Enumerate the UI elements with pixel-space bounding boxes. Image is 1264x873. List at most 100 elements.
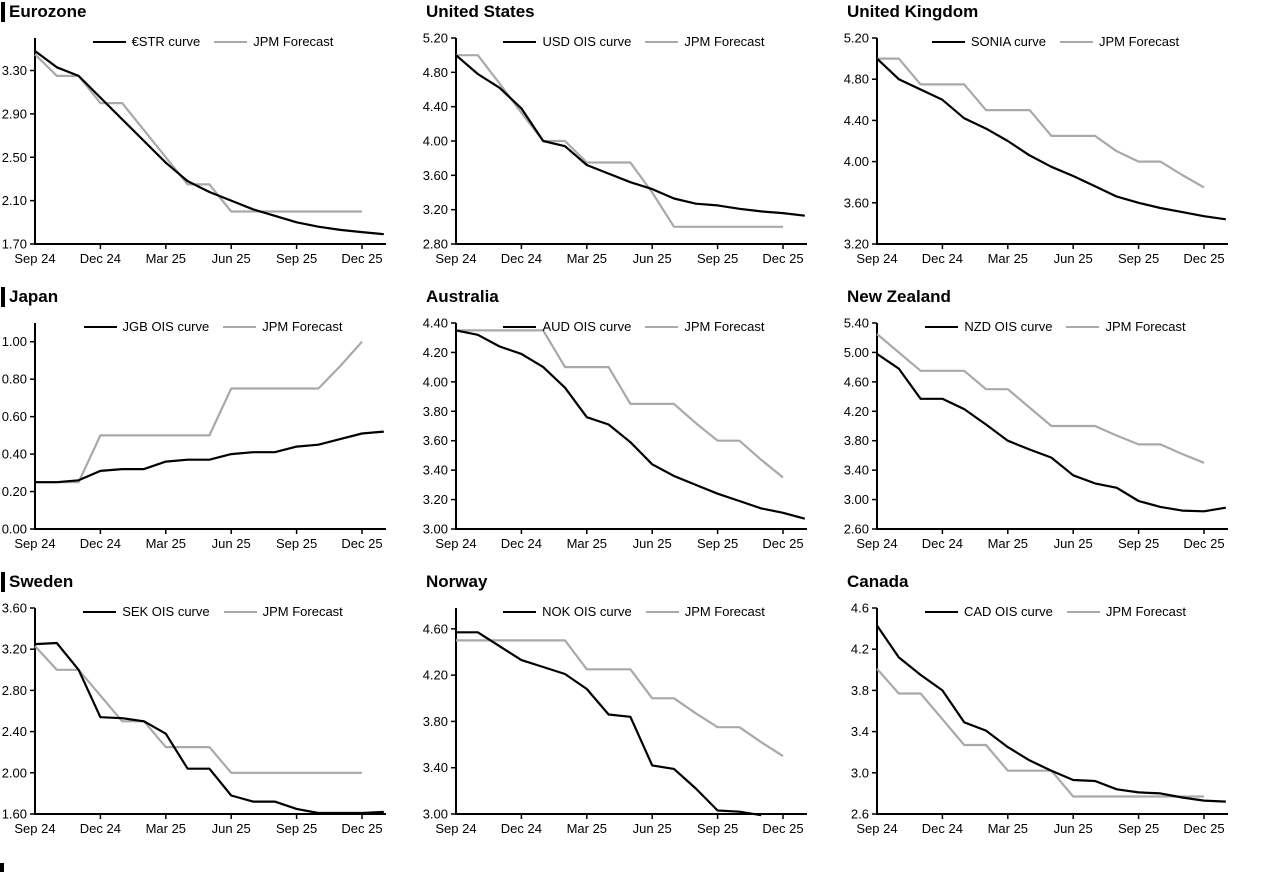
x-tick-label: Sep 25 bbox=[276, 536, 317, 551]
series-line bbox=[876, 333, 1205, 464]
y-tick-label: 5.40 bbox=[844, 316, 869, 331]
x-tick-label: Dec 25 bbox=[1183, 536, 1224, 551]
y-tick-label: 3.60 bbox=[844, 195, 869, 210]
x-tick-label: Dec 24 bbox=[922, 251, 963, 266]
y-tick-label: 2.60 bbox=[844, 522, 869, 537]
plot-wrap: NZD OIS curve JPM Forecast 5.40 5.00 4.60 4.… bbox=[842, 311, 1264, 559]
y-tick-label: 3.4 bbox=[851, 724, 869, 739]
chart-title: Sweden bbox=[9, 572, 74, 591]
series-line bbox=[35, 430, 384, 484]
x-tick-label: Jun 25 bbox=[633, 536, 672, 551]
y-tick-label: 2.50 bbox=[2, 150, 27, 165]
y-tick-label: 3.20 bbox=[2, 642, 27, 657]
x-tick-label: Dec 24 bbox=[501, 251, 542, 266]
section-bar bbox=[1, 2, 5, 22]
x-tick-label: Dec 24 bbox=[922, 536, 963, 551]
y-tick-label: 2.80 bbox=[423, 237, 448, 252]
series-line bbox=[34, 641, 384, 815]
plot-wrap: AUD OIS curve JPM Forecast 4.40 4.20 4.00 3.… bbox=[421, 311, 842, 559]
y-tick-label: 4.00 bbox=[423, 374, 448, 389]
y-tick-label: 0.80 bbox=[2, 372, 27, 387]
x-tick-label: Dec 25 bbox=[1183, 821, 1224, 836]
x-tick-label: Dec 24 bbox=[80, 536, 121, 551]
y-tick-label: 1.00 bbox=[2, 334, 27, 349]
chart-title: New Zealand bbox=[847, 287, 951, 306]
section-bar bbox=[1, 572, 5, 592]
x-tick-label: Mar 25 bbox=[567, 251, 607, 266]
chart-title: Canada bbox=[847, 572, 909, 591]
x-tick-label: Sep 24 bbox=[856, 251, 897, 266]
x-tick-label: Sep 24 bbox=[435, 821, 476, 836]
series-line bbox=[876, 57, 1226, 221]
y-tick-label: 5.20 bbox=[423, 31, 448, 46]
x-tick-label: Sep 25 bbox=[276, 821, 317, 836]
y-tick-label: 2.40 bbox=[2, 724, 27, 739]
y-tick-label: 2.00 bbox=[2, 765, 27, 780]
y-tick-label: 3.20 bbox=[423, 202, 448, 217]
y-tick-label: 1.60 bbox=[2, 807, 27, 822]
y-tick-label: 4.00 bbox=[844, 154, 869, 169]
y-tick-label: 2.90 bbox=[2, 106, 27, 121]
y-tick-label: 3.20 bbox=[423, 492, 448, 507]
x-tick-label: Jun 25 bbox=[212, 251, 251, 266]
series-line bbox=[456, 631, 762, 817]
plot-wrap: USD OIS curve JPM Forecast 5.20 4.80 4.40 4.… bbox=[421, 26, 842, 274]
y-tick-label: 0.20 bbox=[2, 484, 27, 499]
plot-wrap: SONIA curve JPM Forecast 5.20 4.80 4.40 4.00… bbox=[842, 26, 1264, 274]
plot-wrap: JGB OIS curve JPM Forecast 1.00 0.80 0.60 0.… bbox=[0, 311, 421, 559]
y-tick-label: 4.80 bbox=[844, 72, 869, 87]
y-tick-label: 4.6 bbox=[851, 601, 869, 616]
x-tick-label: Sep 25 bbox=[1118, 536, 1159, 551]
next-section-bar bbox=[0, 863, 4, 872]
chart-panel-canada: Canada CAD OIS curve JPM Forecast 4.6 4.2 3… bbox=[842, 570, 1264, 870]
y-tick-label: 3.20 bbox=[844, 237, 869, 252]
y-tick-label: 2.80 bbox=[2, 683, 27, 698]
plot-wrap: SEK OIS curve JPM Forecast 3.60 3.20 2.80 2.… bbox=[0, 596, 421, 854]
plot-wrap: CAD OIS curve JPM Forecast 4.6 4.2 3.8 3.4 3.… bbox=[842, 596, 1264, 854]
y-tick-label: 3.00 bbox=[844, 492, 869, 507]
chart-title: United States bbox=[426, 2, 535, 21]
x-tick-label: Dec 25 bbox=[341, 251, 382, 266]
title-row: Canada bbox=[842, 570, 1264, 594]
series-line bbox=[35, 340, 363, 484]
title-row: Sweden bbox=[0, 570, 421, 594]
x-tick-label: Sep 25 bbox=[1118, 251, 1159, 266]
plot-wrap: €STR curve JPM Forecast 3.30 2.90 2.50 2.10 1… bbox=[0, 26, 421, 274]
x-tick-label: Dec 25 bbox=[762, 251, 803, 266]
x-tick-label: Dec 24 bbox=[501, 821, 542, 836]
series-line bbox=[34, 50, 384, 236]
y-tick-label: 3.60 bbox=[423, 433, 448, 448]
y-tick-label: 4.60 bbox=[423, 621, 448, 636]
x-tick-label: Dec 25 bbox=[762, 536, 803, 551]
y-tick-label: 3.30 bbox=[2, 63, 27, 78]
x-tick-label: Mar 25 bbox=[567, 536, 607, 551]
chart-panel-australia: Australia AUD OIS curve JPM Forecast 4.40… bbox=[421, 285, 842, 570]
y-tick-label: 3.0 bbox=[851, 765, 869, 780]
title-row: Norway bbox=[421, 570, 842, 594]
x-tick-label: Sep 24 bbox=[14, 536, 55, 551]
title-row: Eurozone bbox=[0, 0, 421, 24]
y-tick-label: 0.40 bbox=[2, 447, 27, 462]
y-tick-label: 3.40 bbox=[423, 463, 448, 478]
y-tick-label: 0.00 bbox=[2, 522, 27, 537]
series-line bbox=[877, 57, 1205, 189]
series-line bbox=[34, 645, 362, 774]
chart-panel-sweden: Sweden SEK OIS curve JPM Forecast 3.60 3.2… bbox=[0, 570, 421, 870]
y-tick-label: 4.00 bbox=[423, 134, 448, 149]
y-tick-label: 1.70 bbox=[2, 237, 27, 252]
x-tick-label: Mar 25 bbox=[146, 536, 186, 551]
chart-panel-norway: Norway NOK OIS curve JPM Forecast 4.60 4.2… bbox=[421, 570, 842, 870]
y-tick-label: 3.40 bbox=[844, 463, 869, 478]
x-tick-label: Sep 24 bbox=[435, 536, 476, 551]
x-tick-label: Sep 25 bbox=[697, 536, 738, 551]
x-tick-label: Sep 24 bbox=[435, 251, 476, 266]
x-tick-label: Sep 25 bbox=[697, 821, 738, 836]
x-tick-label: Mar 25 bbox=[988, 821, 1028, 836]
y-tick-label: 3.8 bbox=[851, 683, 869, 698]
